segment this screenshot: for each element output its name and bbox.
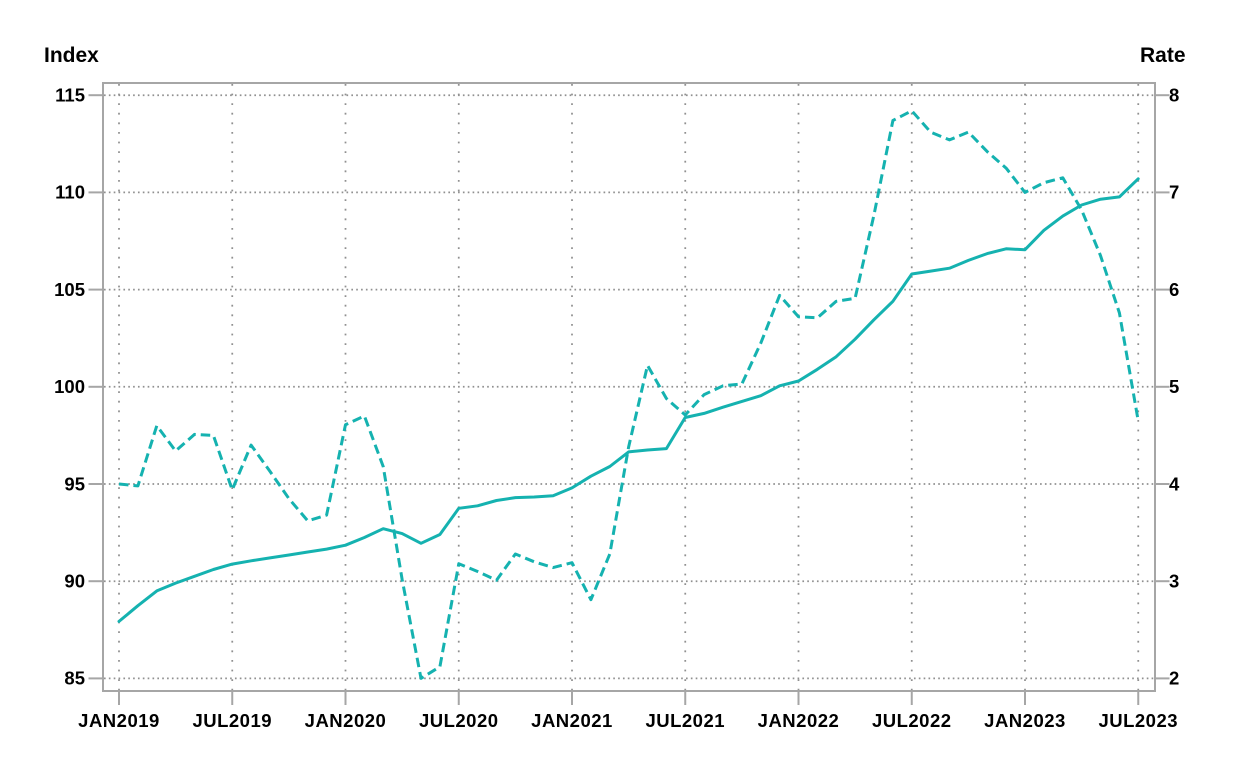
svg-text:Index: Index — [44, 44, 99, 67]
svg-text:JUL2019: JUL2019 — [192, 710, 272, 731]
svg-text:110: 110 — [55, 182, 85, 203]
svg-text:105: 105 — [54, 279, 85, 300]
svg-text:3: 3 — [1169, 571, 1179, 592]
svg-text:7: 7 — [1169, 182, 1179, 203]
svg-text:6: 6 — [1169, 279, 1179, 300]
svg-text:115: 115 — [55, 85, 85, 106]
svg-text:JAN2019: JAN2019 — [78, 710, 160, 731]
svg-text:JAN2023: JAN2023 — [984, 710, 1066, 731]
svg-text:90: 90 — [64, 571, 85, 592]
svg-text:8: 8 — [1169, 85, 1179, 106]
svg-text:100: 100 — [54, 376, 85, 397]
svg-text:JAN2022: JAN2022 — [758, 710, 840, 731]
svg-text:4: 4 — [1169, 473, 1180, 494]
svg-text:2: 2 — [1169, 668, 1179, 689]
svg-text:JUL2023: JUL2023 — [1098, 710, 1178, 731]
svg-text:JUL2020: JUL2020 — [419, 710, 499, 731]
svg-text:5: 5 — [1169, 376, 1179, 397]
svg-text:85: 85 — [64, 668, 85, 689]
svg-text:JAN2021: JAN2021 — [531, 710, 613, 731]
svg-text:Rate: Rate — [1140, 44, 1186, 67]
svg-text:JAN2020: JAN2020 — [305, 710, 387, 731]
svg-text:JUL2021: JUL2021 — [645, 710, 725, 731]
svg-text:95: 95 — [64, 473, 85, 494]
svg-text:JUL2022: JUL2022 — [872, 710, 952, 731]
